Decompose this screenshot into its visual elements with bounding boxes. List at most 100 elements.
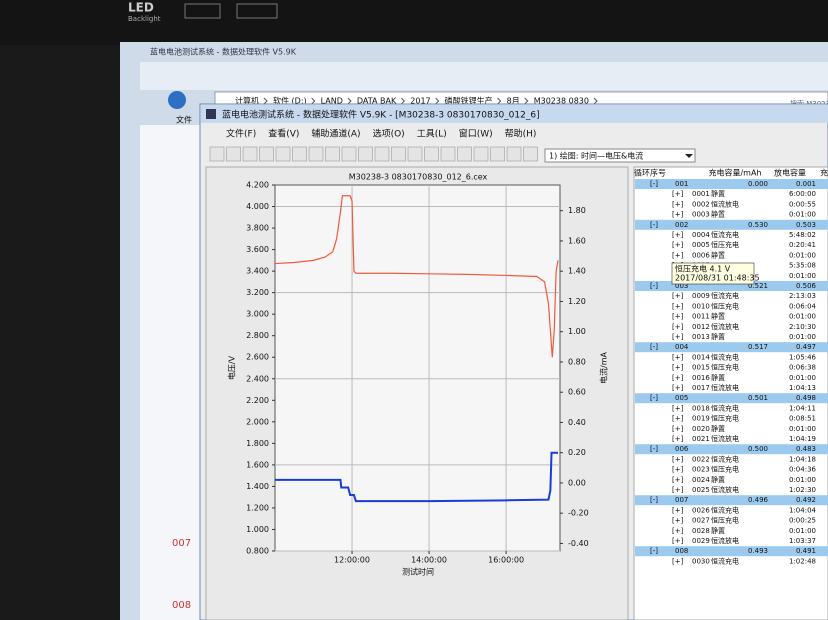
toggle[interactable]: [+] xyxy=(672,364,684,372)
step-name: 恒压充电 xyxy=(711,301,739,310)
toolbar-button[interactable] xyxy=(473,146,489,162)
toggle[interactable]: [+] xyxy=(672,200,684,208)
step-name: 恒压充电 xyxy=(711,240,739,249)
toolbar-button[interactable] xyxy=(292,146,307,162)
step-id: 0028 xyxy=(692,527,710,535)
toggle[interactable]: [+] xyxy=(672,486,684,494)
toggle[interactable]: [+] xyxy=(672,527,684,535)
toolbar-button[interactable] xyxy=(407,146,423,162)
group-row xyxy=(635,219,828,230)
menu-item[interactable]: 窗口(W) xyxy=(459,128,493,140)
toggle[interactable]: [+] xyxy=(672,374,684,382)
toggle[interactable]: [+] xyxy=(672,435,684,443)
toggle[interactable]: [+] xyxy=(672,231,684,239)
toggle[interactable]: [+] xyxy=(672,455,684,463)
toolbar-button[interactable] xyxy=(358,146,373,162)
group-row xyxy=(635,342,828,353)
toolbar-button[interactable] xyxy=(506,146,522,162)
breadcrumb-item[interactable]: 磷酸铁锂生产 xyxy=(445,96,493,106)
breadcrumb-item[interactable]: 计算机 xyxy=(235,96,259,106)
cycle-id: 007 xyxy=(675,496,688,504)
toolbar-button[interactable] xyxy=(325,146,340,162)
menu-item[interactable]: 选项(O) xyxy=(373,128,405,140)
toggle[interactable]: [-] xyxy=(650,221,658,229)
breadcrumb-item[interactable]: M30238 0830 xyxy=(534,97,589,106)
table-header: 循环序号 xyxy=(634,168,666,178)
toggle[interactable]: [+] xyxy=(672,251,684,259)
breadcrumb-item[interactable]: 2017 xyxy=(410,97,430,106)
cycle-id: 005 xyxy=(675,394,688,402)
toggle[interactable]: [+] xyxy=(672,190,684,198)
step-time: 1:05:46 xyxy=(789,353,817,361)
menu-item[interactable]: 文件(F) xyxy=(226,128,256,140)
menu-item[interactable]: 帮助(H) xyxy=(505,128,537,140)
toggle[interactable]: [+] xyxy=(672,506,684,514)
breadcrumb-item[interactable]: DATA BAK xyxy=(357,97,397,106)
toolbar-button[interactable] xyxy=(490,146,505,162)
toolbar-button[interactable] xyxy=(209,146,225,162)
step-name: 静置 xyxy=(711,424,725,433)
step-time: 0:06:04 xyxy=(789,302,817,310)
toggle[interactable]: [+] xyxy=(672,313,684,321)
step-id: 0006 xyxy=(692,251,710,259)
toggle[interactable]: [+] xyxy=(672,302,684,310)
plot-selector[interactable] xyxy=(544,148,696,163)
step-name: 静置 xyxy=(711,475,725,484)
toggle[interactable]: [+] xyxy=(672,557,684,565)
toolbar-button[interactable] xyxy=(259,146,274,162)
y2-tick-label: 0.80 xyxy=(568,357,586,366)
toggle[interactable]: [+] xyxy=(672,353,684,361)
toggle[interactable]: [+] xyxy=(672,425,684,433)
toggle[interactable]: [+] xyxy=(672,476,684,484)
toolbar-button[interactable] xyxy=(242,146,258,162)
toggle[interactable]: [-] xyxy=(650,496,658,504)
group-row xyxy=(635,393,828,404)
menu-item[interactable]: 查看(V) xyxy=(268,128,299,140)
y-tick-label: 2.000 xyxy=(246,417,269,426)
back-button[interactable] xyxy=(168,91,186,109)
toolbar-button[interactable] xyxy=(226,146,241,162)
step-name: 恒压充电 xyxy=(711,516,739,525)
toggle[interactable]: [+] xyxy=(672,384,684,392)
toggle[interactable]: [+] xyxy=(672,537,684,545)
toggle[interactable]: [+] xyxy=(672,333,684,341)
toggle[interactable]: [+] xyxy=(672,466,684,474)
toolbar-button[interactable] xyxy=(424,146,439,162)
toolbar-button[interactable] xyxy=(391,146,406,162)
menu-item[interactable]: 辅助通道(A) xyxy=(311,128,360,140)
toolbar-button[interactable] xyxy=(440,146,456,162)
step-time: 0:01:00 xyxy=(789,527,816,535)
toolbar-button[interactable] xyxy=(308,146,324,162)
step-time: 0:20:41 xyxy=(789,241,816,249)
plot-selector-text: 1) 绘图: 时间—电压&电流 xyxy=(549,151,643,161)
y-tick-label: 1.000 xyxy=(246,525,269,534)
toolbar-button[interactable] xyxy=(374,146,390,162)
toggle[interactable]: [+] xyxy=(672,292,684,300)
toggle[interactable]: [+] xyxy=(672,211,684,219)
toggle[interactable]: [+] xyxy=(672,241,684,249)
toolbar-button[interactable] xyxy=(341,146,357,162)
list-item: 008 xyxy=(172,600,191,611)
toggle[interactable]: [+] xyxy=(672,323,684,331)
toggle[interactable]: [+] xyxy=(672,415,684,423)
toggle[interactable]: [-] xyxy=(650,343,658,351)
toggle[interactable]: [-] xyxy=(650,394,658,402)
toggle[interactable]: [-] xyxy=(650,547,658,555)
toggle[interactable]: [-] xyxy=(650,445,658,453)
step-id: 0027 xyxy=(692,517,710,525)
toolbar-button[interactable] xyxy=(523,146,538,162)
y2-tick-label: 0.20 xyxy=(568,448,586,457)
toggle[interactable]: [+] xyxy=(672,404,684,412)
breadcrumb-sep xyxy=(435,97,440,105)
toolbar-button[interactable] xyxy=(275,146,291,162)
toolbar-button[interactable] xyxy=(457,146,472,162)
breadcrumb-item[interactable]: 软件 (D:) xyxy=(273,96,307,106)
toggle[interactable]: [-] xyxy=(650,282,658,290)
background-menu[interactable]: 文件 xyxy=(176,115,192,125)
step-time: 1:04:11 xyxy=(789,404,816,412)
breadcrumb-item[interactable]: LAND xyxy=(321,97,343,106)
toggle[interactable]: [-] xyxy=(650,180,658,188)
toggle[interactable]: [+] xyxy=(672,517,684,525)
breadcrumb-item[interactable]: 8月 xyxy=(507,97,520,106)
menu-item[interactable]: 工具(L) xyxy=(417,129,447,140)
